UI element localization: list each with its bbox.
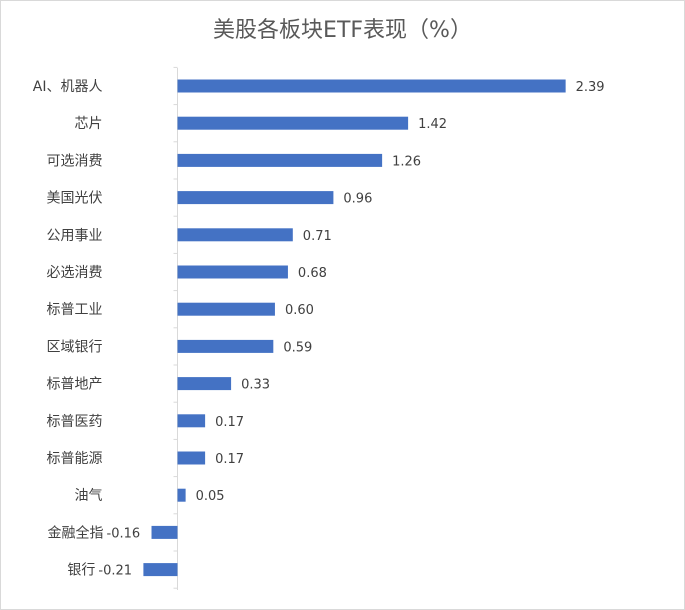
bar [177, 153, 383, 167]
value-label: 0.17 [215, 452, 244, 467]
category-label: 公用事业 [47, 228, 103, 244]
category-label: 油气 [75, 488, 103, 504]
category-label: 必选消费 [47, 265, 103, 281]
value-label: 0.68 [298, 266, 327, 281]
value-label: 2.39 [576, 80, 605, 95]
category-label: 可选消费 [47, 153, 103, 169]
value-label: 1.42 [418, 117, 447, 132]
bar [177, 302, 275, 316]
category-label: 美国光伏 [47, 191, 103, 207]
category-label: 金融全指 [48, 524, 104, 541]
category-label: 标普工业 [47, 302, 103, 318]
bar [177, 191, 334, 205]
bar [177, 265, 288, 279]
bar [143, 563, 178, 577]
category-label: 标普能源 [47, 451, 103, 467]
value-label: 0.05 [196, 489, 225, 504]
bar [177, 451, 206, 465]
bar [151, 525, 178, 539]
bar [177, 414, 206, 428]
value-label: 0.96 [343, 192, 372, 207]
value-label: 1.26 [392, 154, 421, 169]
category-label: 区域银行 [47, 339, 103, 355]
value-label: 0.60 [285, 303, 314, 318]
category-label: 芯片 [75, 116, 103, 132]
category-label: 标普医药 [47, 414, 103, 430]
value-label: 0.33 [241, 378, 270, 393]
value-label: 0.71 [303, 229, 332, 244]
value-label: 0.17 [215, 415, 244, 430]
value-label: -0.21 [98, 564, 132, 579]
bar [177, 377, 232, 391]
bar [177, 339, 274, 353]
bar [177, 116, 409, 130]
chart-title: 美股各板块ETF表现（%） [213, 18, 472, 43]
bar [177, 488, 186, 502]
bar [177, 228, 293, 242]
bar [177, 79, 566, 93]
category-label: 标普地产 [47, 377, 103, 393]
category-label: AI、机器人 [33, 79, 103, 95]
value-label: 0.59 [283, 340, 312, 355]
value-label: -0.16 [107, 526, 141, 541]
category-label: 银行 [67, 563, 95, 579]
